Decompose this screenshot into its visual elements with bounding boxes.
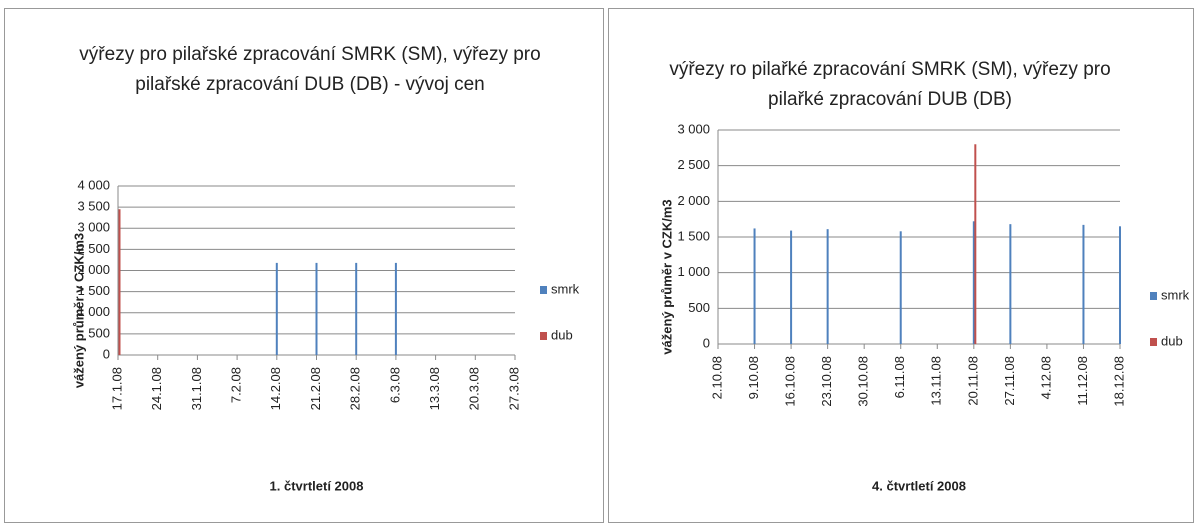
legend-swatch [540,286,547,294]
y-tick-label: 1 500 [677,228,710,243]
y-tick-label: 1 000 [77,304,110,319]
x-axis-title: 1. čtvrtletí 2008 [270,478,364,493]
y-axis-title: vážený průměr v CZK/m3 [71,233,86,388]
bar [972,221,975,344]
y-axis-title: vážený průměr v CZK/m3 [659,199,674,354]
x-tick-label: 28.2.08 [348,367,363,410]
x-tick-label: 27.11.08 [1002,356,1017,406]
x-tick-label: 6.3.08 [387,367,402,403]
bar [753,228,756,344]
x-tick-label: 14.2.08 [268,367,283,410]
x-axis-title: 4. čtvrtletí 2008 [872,478,966,493]
y-tick-label: 3 000 [77,220,110,235]
y-tick-label: 0 [703,335,710,350]
legend-label: smrk [1161,287,1190,302]
bar [790,230,793,344]
bar [899,231,902,344]
legend-label: dub [1161,333,1183,348]
x-tick-label: 24.1.08 [149,367,164,410]
x-tick-label: 30.10.08 [856,356,871,407]
legend-label: dub [551,327,573,342]
x-tick-label: 11.12.08 [1075,356,1090,406]
y-tick-label: 2 500 [677,157,710,172]
x-tick-label: 23.10.08 [819,356,834,407]
y-tick-label: 4 000 [77,177,110,192]
y-tick-label: 1 000 [677,264,710,279]
bar [394,262,397,355]
x-tick-label: 2.10.08 [709,356,724,399]
bar [1009,224,1012,344]
legend-swatch [1150,292,1157,300]
x-tick-label: 6.11.08 [892,356,907,398]
bar [826,229,829,344]
x-tick-label: 17.1.08 [109,367,124,410]
y-tick-label: 2 000 [677,193,710,208]
x-tick-label: 27.3.08 [506,367,521,410]
y-tick-label: 500 [688,300,710,315]
x-tick-label: 21.2.08 [308,367,323,410]
x-tick-label: 20.11.08 [965,356,980,406]
x-tick-label: 18.12.08 [1111,356,1126,407]
chart-title: výřezy ro pilařké zpracování SMRK (SM), … [669,59,1111,110]
x-tick-label: 16.10.08 [783,356,798,407]
legend-swatch [540,332,547,340]
x-tick-label: 13.11.08 [929,356,944,406]
y-tick-label: 500 [88,325,110,340]
y-tick-label: 3 000 [677,121,710,136]
bar [355,262,358,355]
x-tick-label: 9.10.08 [746,356,761,399]
bar [1119,226,1121,344]
x-tick-label: 4.12.08 [1038,356,1053,399]
bar [1082,224,1085,344]
y-tick-label: 2 500 [77,241,110,256]
bar [974,144,977,344]
bar [275,262,278,355]
bar [315,262,318,355]
x-tick-label: 31.1.08 [189,367,204,410]
x-tick-label: 20.3.08 [467,367,482,410]
y-tick-label: 3 500 [77,199,110,214]
y-tick-label: 1 500 [77,283,110,298]
chart-title: výřezy pro pilařské zpracování SMRK (SM)… [79,44,541,95]
legend-swatch [1150,338,1157,346]
legend-label: smrk [551,281,580,296]
y-tick-label: 2 000 [77,262,110,277]
x-tick-label: 13.3.08 [427,367,442,410]
x-tick-label: 7.2.08 [229,367,244,403]
y-tick-label: 0 [103,346,110,361]
bar [118,209,121,355]
